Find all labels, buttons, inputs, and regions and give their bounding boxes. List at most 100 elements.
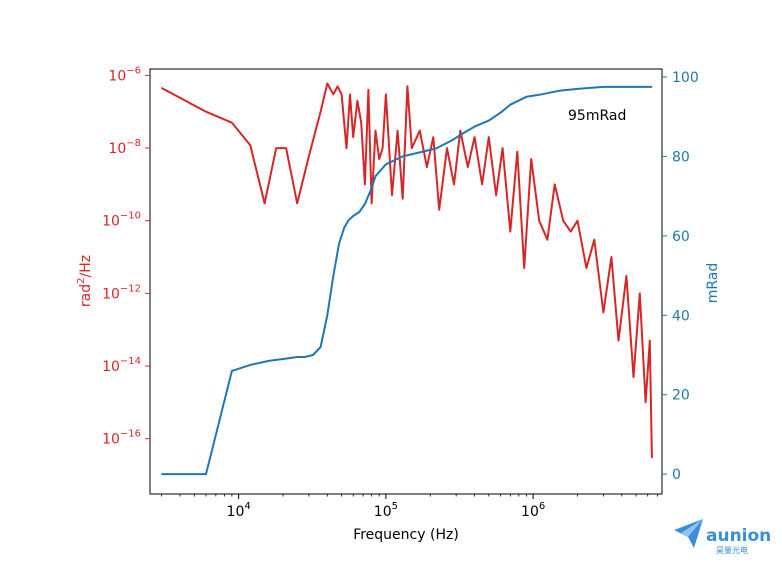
jitter-point xyxy=(525,96,528,98)
psd-point xyxy=(308,155,310,157)
jitter-point xyxy=(364,203,366,205)
psd-point xyxy=(391,194,393,196)
jitter-point xyxy=(332,274,334,277)
psd-point xyxy=(364,183,366,185)
psd-point xyxy=(397,130,399,132)
psd-point xyxy=(161,87,163,89)
jitter-point xyxy=(320,346,322,348)
psd-point xyxy=(538,220,540,222)
jitter-point xyxy=(282,358,284,360)
psd-point xyxy=(610,256,613,258)
right-tick-label: 40 xyxy=(672,308,690,324)
jitter-point xyxy=(651,86,653,88)
plot-frame xyxy=(149,68,663,495)
psd-point xyxy=(502,147,504,149)
jitter-point xyxy=(326,314,328,316)
psd-point xyxy=(562,220,564,222)
left-tick-label: 10−10 xyxy=(102,211,141,230)
psd-point xyxy=(570,231,572,233)
left-tick-label: 10−14 xyxy=(102,356,141,375)
psd-point xyxy=(645,401,647,403)
psd-point xyxy=(367,89,369,91)
jitter-point xyxy=(374,175,377,177)
psd-point xyxy=(438,209,440,211)
left-axis-ticks: 10−6 10−8 10−10 10−12 10−14 10−16 xyxy=(102,65,150,448)
psd-point xyxy=(651,457,653,459)
right-tick-label: 0 xyxy=(672,467,681,483)
company-logo: aunion 昊量光电 xyxy=(674,519,771,555)
psd-point xyxy=(402,198,404,200)
psd-point xyxy=(249,144,251,146)
x-axis-ticks: 104 105 106 xyxy=(161,494,658,520)
jitter-point xyxy=(463,132,465,134)
psd-point xyxy=(617,340,620,342)
jitter-point xyxy=(602,86,605,88)
left-tick-label: 10−8 xyxy=(108,138,141,157)
right-tick-label: 80 xyxy=(672,149,690,165)
psd-point xyxy=(411,147,413,149)
jitter-point xyxy=(435,147,437,149)
psd-point xyxy=(459,130,461,132)
psd-point xyxy=(356,100,358,102)
jitter-point xyxy=(402,155,404,157)
psd-point xyxy=(332,93,334,95)
psd-point xyxy=(585,267,588,269)
x-axis-label: Frequency (Hz) xyxy=(353,527,459,543)
psd-point xyxy=(382,147,384,149)
jitter-point xyxy=(231,370,233,372)
psd-line xyxy=(161,82,653,458)
psd-point xyxy=(632,376,635,378)
jitter-point xyxy=(268,360,270,362)
jitter-point xyxy=(338,243,340,245)
jitter-point xyxy=(509,104,511,106)
right-axis-ticks: 0 20 40 60 80 100 xyxy=(662,70,699,483)
psd-point xyxy=(371,202,373,204)
left-tick-label: 10−16 xyxy=(102,429,141,448)
psd-point xyxy=(474,136,476,138)
psd-point xyxy=(341,93,343,95)
x-tick-label: 104 xyxy=(227,501,251,520)
integrated-jitter-series xyxy=(161,85,653,476)
psd-point xyxy=(488,136,490,138)
jitter-point xyxy=(635,86,637,88)
jitter-line xyxy=(161,85,652,476)
psd-point xyxy=(530,158,532,160)
psd-point xyxy=(576,220,579,222)
psd-point xyxy=(378,158,380,160)
psd-point xyxy=(349,93,351,95)
left-tick-label: 10−6 xyxy=(108,65,141,84)
psd-point xyxy=(649,340,651,342)
x-tick-label: 106 xyxy=(521,501,545,520)
jitter-point xyxy=(538,94,540,96)
psd-point xyxy=(453,183,455,185)
jitter-point xyxy=(621,86,623,88)
psd-point xyxy=(446,147,448,149)
jitter-point xyxy=(249,364,251,366)
x-tick-label: 105 xyxy=(374,501,398,520)
psd-point xyxy=(231,122,233,124)
right-tick-label: 60 xyxy=(672,229,690,245)
jitter-point xyxy=(385,163,387,165)
jitter-point xyxy=(205,473,207,475)
psd-point xyxy=(481,183,483,185)
right-axis-label: mRad xyxy=(705,263,721,304)
psd-point xyxy=(205,111,207,113)
psd-point xyxy=(360,122,362,124)
jitter-point xyxy=(419,151,421,153)
jitter-point xyxy=(358,211,360,213)
psd-point xyxy=(602,311,605,313)
psd-point xyxy=(625,275,628,277)
psd-point xyxy=(406,85,408,87)
psd-point xyxy=(419,130,421,132)
psd-point xyxy=(326,82,328,85)
jitter-point xyxy=(488,120,490,122)
jitter-point xyxy=(296,356,298,358)
phase-noise-psd-series xyxy=(161,82,653,459)
jitter-point xyxy=(474,126,476,128)
psd-point xyxy=(337,85,339,87)
jitter-point xyxy=(303,356,306,358)
psd-point xyxy=(523,267,525,269)
psd-point xyxy=(320,111,322,113)
jitter-point xyxy=(558,90,560,92)
psd-point xyxy=(426,166,428,168)
